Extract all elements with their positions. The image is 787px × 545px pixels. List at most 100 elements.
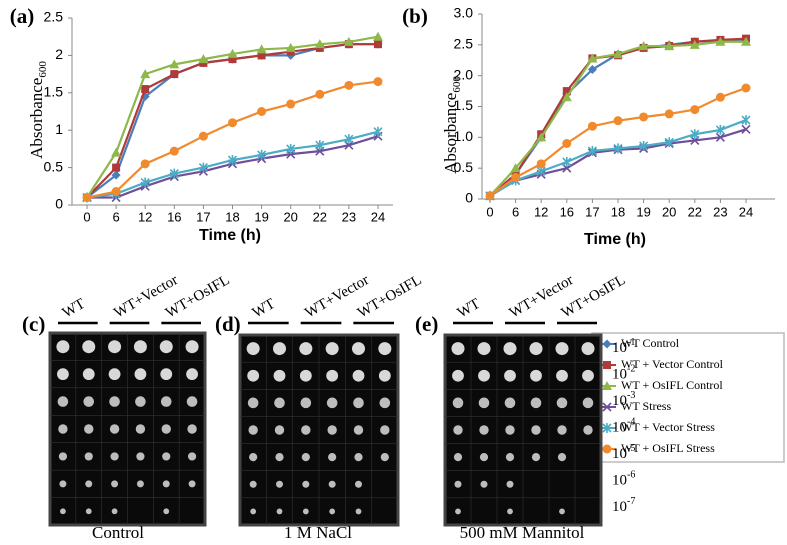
marker: [741, 115, 751, 126]
colony-spot: [135, 424, 146, 434]
marker: [613, 116, 623, 126]
series-line: [86, 80, 379, 199]
marker: [689, 39, 700, 49]
colony-spot: [300, 397, 312, 409]
panel-label: (e): [415, 312, 438, 336]
marker: [257, 107, 267, 116]
colony-spot: [353, 425, 364, 435]
marker: [227, 48, 238, 58]
colony-spot: [582, 397, 594, 409]
marker: [286, 99, 296, 109]
colony-spot: [108, 340, 122, 354]
colony-spot: [529, 342, 543, 356]
colony-spot: [275, 453, 284, 462]
marker: [198, 131, 208, 141]
colony-spot: [455, 508, 461, 515]
colony-spot: [187, 452, 197, 461]
colony-spot: [452, 397, 464, 409]
colony-spot: [352, 369, 365, 382]
colony-spot: [85, 480, 93, 488]
colony-spot: [355, 508, 362, 515]
dilution-exponent: -5: [627, 443, 635, 454]
colony-spot: [108, 368, 121, 381]
marker: [587, 145, 597, 156]
colony-spot: [159, 340, 173, 354]
marker: [344, 80, 354, 90]
x-tick-label: 17: [585, 204, 599, 219]
marker: [587, 121, 597, 131]
colony-spot: [378, 369, 391, 382]
colony-spot: [109, 424, 120, 434]
colony-spot: [187, 424, 197, 434]
colony-spot: [162, 480, 170, 488]
colony-spot: [531, 425, 541, 435]
marker: [314, 39, 325, 49]
marker: [690, 105, 700, 115]
y-tick-label: 2: [55, 46, 63, 62]
marker: [664, 41, 675, 51]
x-tick-label: 16: [167, 209, 181, 224]
marker: [485, 191, 495, 201]
x-tick-label: 20: [283, 209, 297, 224]
plate-caption: 1 M NaCl: [284, 523, 352, 542]
x-tick-label: 23: [342, 209, 356, 224]
colony-spot: [109, 396, 120, 407]
marker: [536, 132, 547, 142]
panel-label: (b): [402, 4, 428, 28]
y-tick-label: 2.0: [454, 66, 474, 82]
y-tick-label: 0.5: [454, 159, 474, 175]
colony-spot: [352, 342, 365, 356]
colony-spot: [276, 480, 283, 488]
marker: [741, 124, 751, 134]
marker: [373, 77, 383, 87]
colony-spot: [479, 453, 489, 462]
colony-spot: [380, 425, 390, 435]
y-axis-label-main: Absorbance: [441, 93, 460, 174]
x-tick-label: 19: [254, 209, 268, 224]
colony-spot: [328, 480, 336, 488]
colony-spot: [84, 452, 93, 461]
group-label: WT: [60, 296, 88, 322]
colony-spot: [56, 340, 70, 354]
marker: [613, 49, 623, 59]
y-axis-label: Absorbance600: [27, 61, 49, 159]
colony-spot: [60, 508, 66, 515]
marker: [536, 159, 546, 169]
plate-caption: Control: [92, 523, 144, 542]
marker: [315, 89, 325, 99]
colony-spot: [503, 342, 517, 356]
marker: [562, 87, 571, 96]
colony-spot: [188, 480, 196, 488]
x-tick-label: 24: [739, 204, 753, 219]
legend-label: WT + Vector Stress: [621, 420, 715, 434]
colony-spot: [556, 397, 568, 409]
colony-spot: [57, 396, 69, 407]
colony-spot: [58, 424, 68, 434]
x-tick-label: 22: [313, 209, 327, 224]
colony-spot: [506, 480, 514, 488]
dilution-base: 10: [612, 473, 627, 489]
y-tick-label: 1: [55, 121, 63, 137]
marker: [140, 159, 150, 169]
colony-spot: [328, 453, 337, 462]
marker: [690, 129, 700, 140]
colony-spot: [379, 397, 391, 409]
colony-spot: [354, 453, 363, 462]
colony-spot: [274, 397, 285, 409]
marker: [257, 51, 266, 60]
marker: [715, 36, 726, 46]
colony-spot: [186, 396, 198, 407]
colony-spot: [583, 425, 593, 435]
y-axis-label-sub: 600: [37, 61, 49, 78]
colony-spot: [299, 369, 312, 382]
colony-spot: [162, 452, 171, 461]
marker: [603, 361, 611, 369]
marker: [198, 162, 208, 173]
marker: [140, 69, 151, 79]
marker: [613, 143, 623, 154]
colony-spot: [557, 453, 567, 462]
colony-spot: [556, 369, 568, 382]
colony-spot: [530, 397, 542, 409]
colony-spot: [478, 369, 490, 382]
dilution-base: 10: [612, 499, 627, 515]
